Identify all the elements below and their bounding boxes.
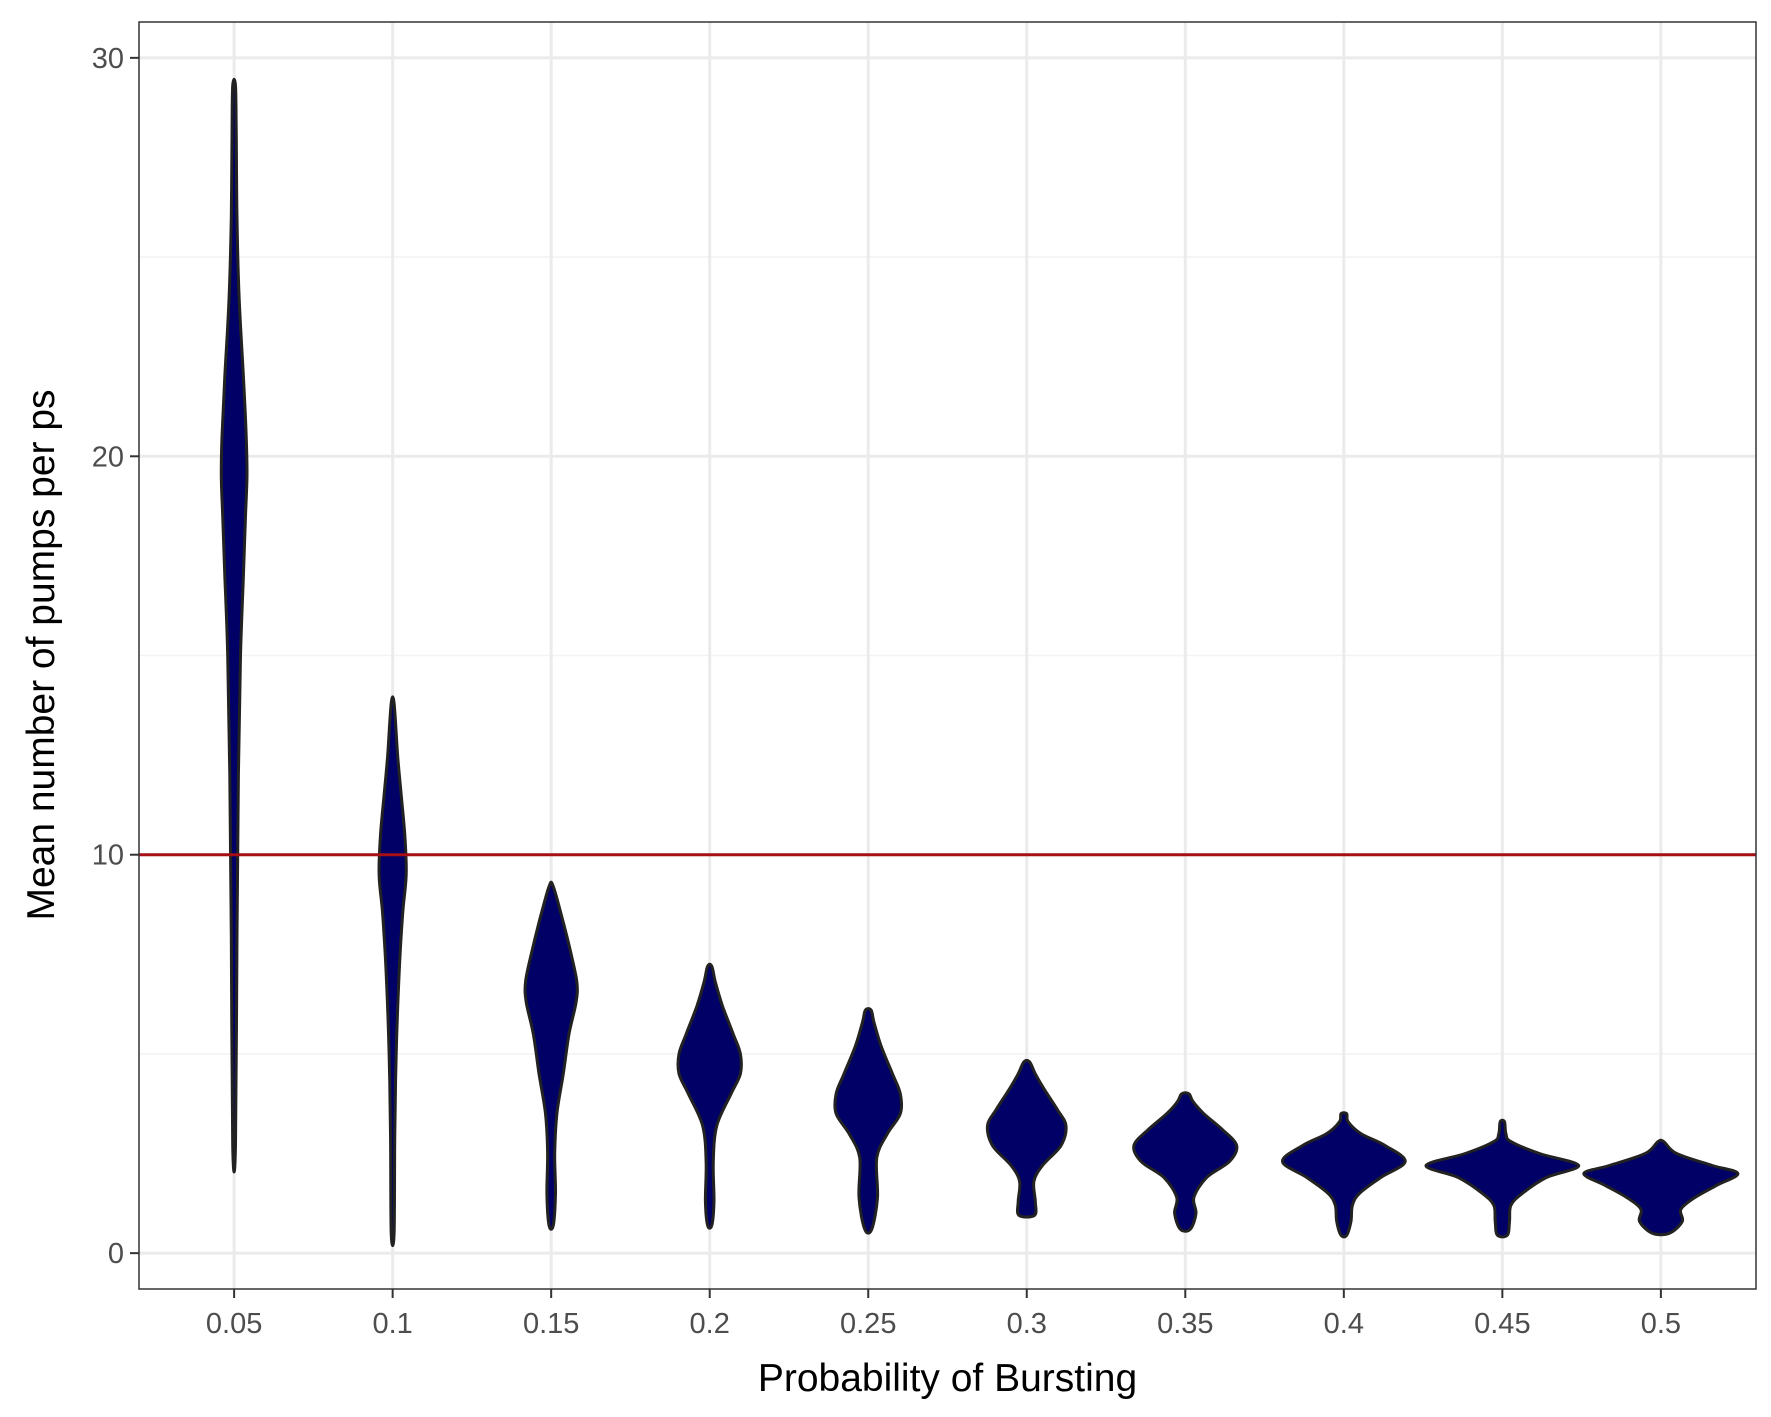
x-tick-label: 0.3 xyxy=(1007,1308,1047,1340)
y-tick-label: 0 xyxy=(108,1238,124,1270)
violin-0.4 xyxy=(1281,1111,1407,1239)
x-tick-label: 0.45 xyxy=(1474,1308,1530,1340)
y-tick-label: 10 xyxy=(92,840,124,872)
violin-0.05 xyxy=(219,77,249,1174)
violin-0.15 xyxy=(523,880,579,1231)
tick-layer: 0 10 20 30 0.05 0.1 0.15 0.2 0.25 0.3 0.35 0.4 0.45 0… xyxy=(92,43,1681,1340)
violin-0.2 xyxy=(676,962,743,1230)
x-tick-label: 0.5 xyxy=(1641,1308,1681,1340)
x-tick-label: 0.35 xyxy=(1157,1308,1213,1340)
x-tick-label: 0.1 xyxy=(372,1308,412,1340)
x-axis-title: Probability of Bursting xyxy=(758,1357,1137,1400)
x-tick-label: 0.4 xyxy=(1324,1308,1364,1340)
x-tick-label: 0.25 xyxy=(840,1308,896,1340)
violin-0.25 xyxy=(833,1007,904,1235)
panel-border xyxy=(138,21,1757,1290)
violin-0.45 xyxy=(1424,1118,1581,1239)
violin-0.3 xyxy=(985,1058,1068,1219)
violin-0.1 xyxy=(377,695,408,1248)
x-tick-label: 0.2 xyxy=(690,1308,730,1340)
violin-0.35 xyxy=(1132,1091,1239,1233)
y-tick-label: 20 xyxy=(92,441,124,473)
violin-0.5 xyxy=(1582,1138,1740,1237)
violin-layer xyxy=(219,77,1740,1248)
x-tick-label: 0.05 xyxy=(206,1308,262,1340)
y-axis-title: Mean number of pumps per ps xyxy=(20,389,63,920)
y-tick-label: 30 xyxy=(92,43,124,75)
x-tick-label: 0.15 xyxy=(523,1308,579,1340)
